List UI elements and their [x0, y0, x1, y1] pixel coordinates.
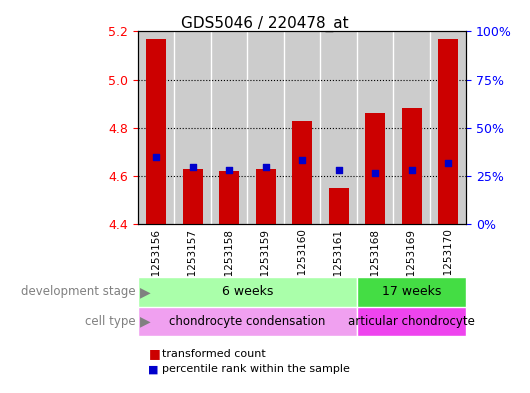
- Point: [298, 157, 306, 163]
- Text: percentile rank within the sample: percentile rank within the sample: [162, 364, 349, 375]
- Bar: [438, 39, 458, 224]
- Bar: [138, 307, 357, 336]
- Text: 6 weeks: 6 weeks: [222, 285, 273, 298]
- Point: [444, 160, 453, 166]
- Bar: [357, 307, 466, 336]
- Text: GSM1253159: GSM1253159: [261, 228, 271, 299]
- Bar: [430, 31, 466, 224]
- Bar: [174, 31, 211, 224]
- Bar: [146, 39, 166, 224]
- Bar: [292, 121, 312, 224]
- Bar: [402, 108, 422, 224]
- Text: ■: ■: [148, 364, 159, 375]
- Bar: [182, 169, 202, 224]
- Bar: [320, 31, 357, 224]
- Text: transformed count: transformed count: [162, 349, 266, 359]
- Text: development stage: development stage: [21, 285, 135, 298]
- Text: chondrocyte condensation: chondrocyte condensation: [169, 315, 325, 328]
- Point: [261, 164, 270, 171]
- Point: [371, 170, 379, 176]
- Bar: [284, 31, 320, 224]
- Text: GSM1253160: GSM1253160: [297, 228, 307, 298]
- Point: [408, 167, 416, 173]
- Text: GSM1253158: GSM1253158: [224, 228, 234, 299]
- Bar: [329, 188, 349, 224]
- Text: ▶: ▶: [140, 285, 151, 299]
- Text: cell type: cell type: [84, 315, 135, 328]
- Text: GSM1253168: GSM1253168: [370, 228, 380, 299]
- Bar: [211, 31, 248, 224]
- Text: 17 weeks: 17 weeks: [382, 285, 441, 298]
- Text: GSM1253157: GSM1253157: [188, 228, 198, 299]
- Bar: [365, 113, 385, 224]
- Bar: [357, 31, 393, 224]
- Bar: [248, 31, 284, 224]
- Text: GSM1253169: GSM1253169: [407, 228, 417, 299]
- Text: articular chondrocyte: articular chondrocyte: [348, 315, 475, 328]
- Bar: [138, 277, 357, 307]
- Bar: [138, 31, 174, 224]
- Point: [188, 164, 197, 171]
- Text: GSM1253156: GSM1253156: [151, 228, 161, 299]
- Text: ▶: ▶: [140, 314, 151, 328]
- Text: ■: ■: [148, 347, 160, 360]
- Point: [152, 154, 160, 160]
- Bar: [219, 171, 239, 224]
- Point: [225, 167, 233, 173]
- Text: GSM1253170: GSM1253170: [443, 228, 453, 298]
- Bar: [255, 169, 276, 224]
- Point: [334, 167, 343, 173]
- Text: GSM1253161: GSM1253161: [333, 228, 343, 299]
- Bar: [357, 277, 466, 307]
- Text: GDS5046 / 220478_at: GDS5046 / 220478_at: [181, 16, 349, 32]
- Bar: [393, 31, 430, 224]
